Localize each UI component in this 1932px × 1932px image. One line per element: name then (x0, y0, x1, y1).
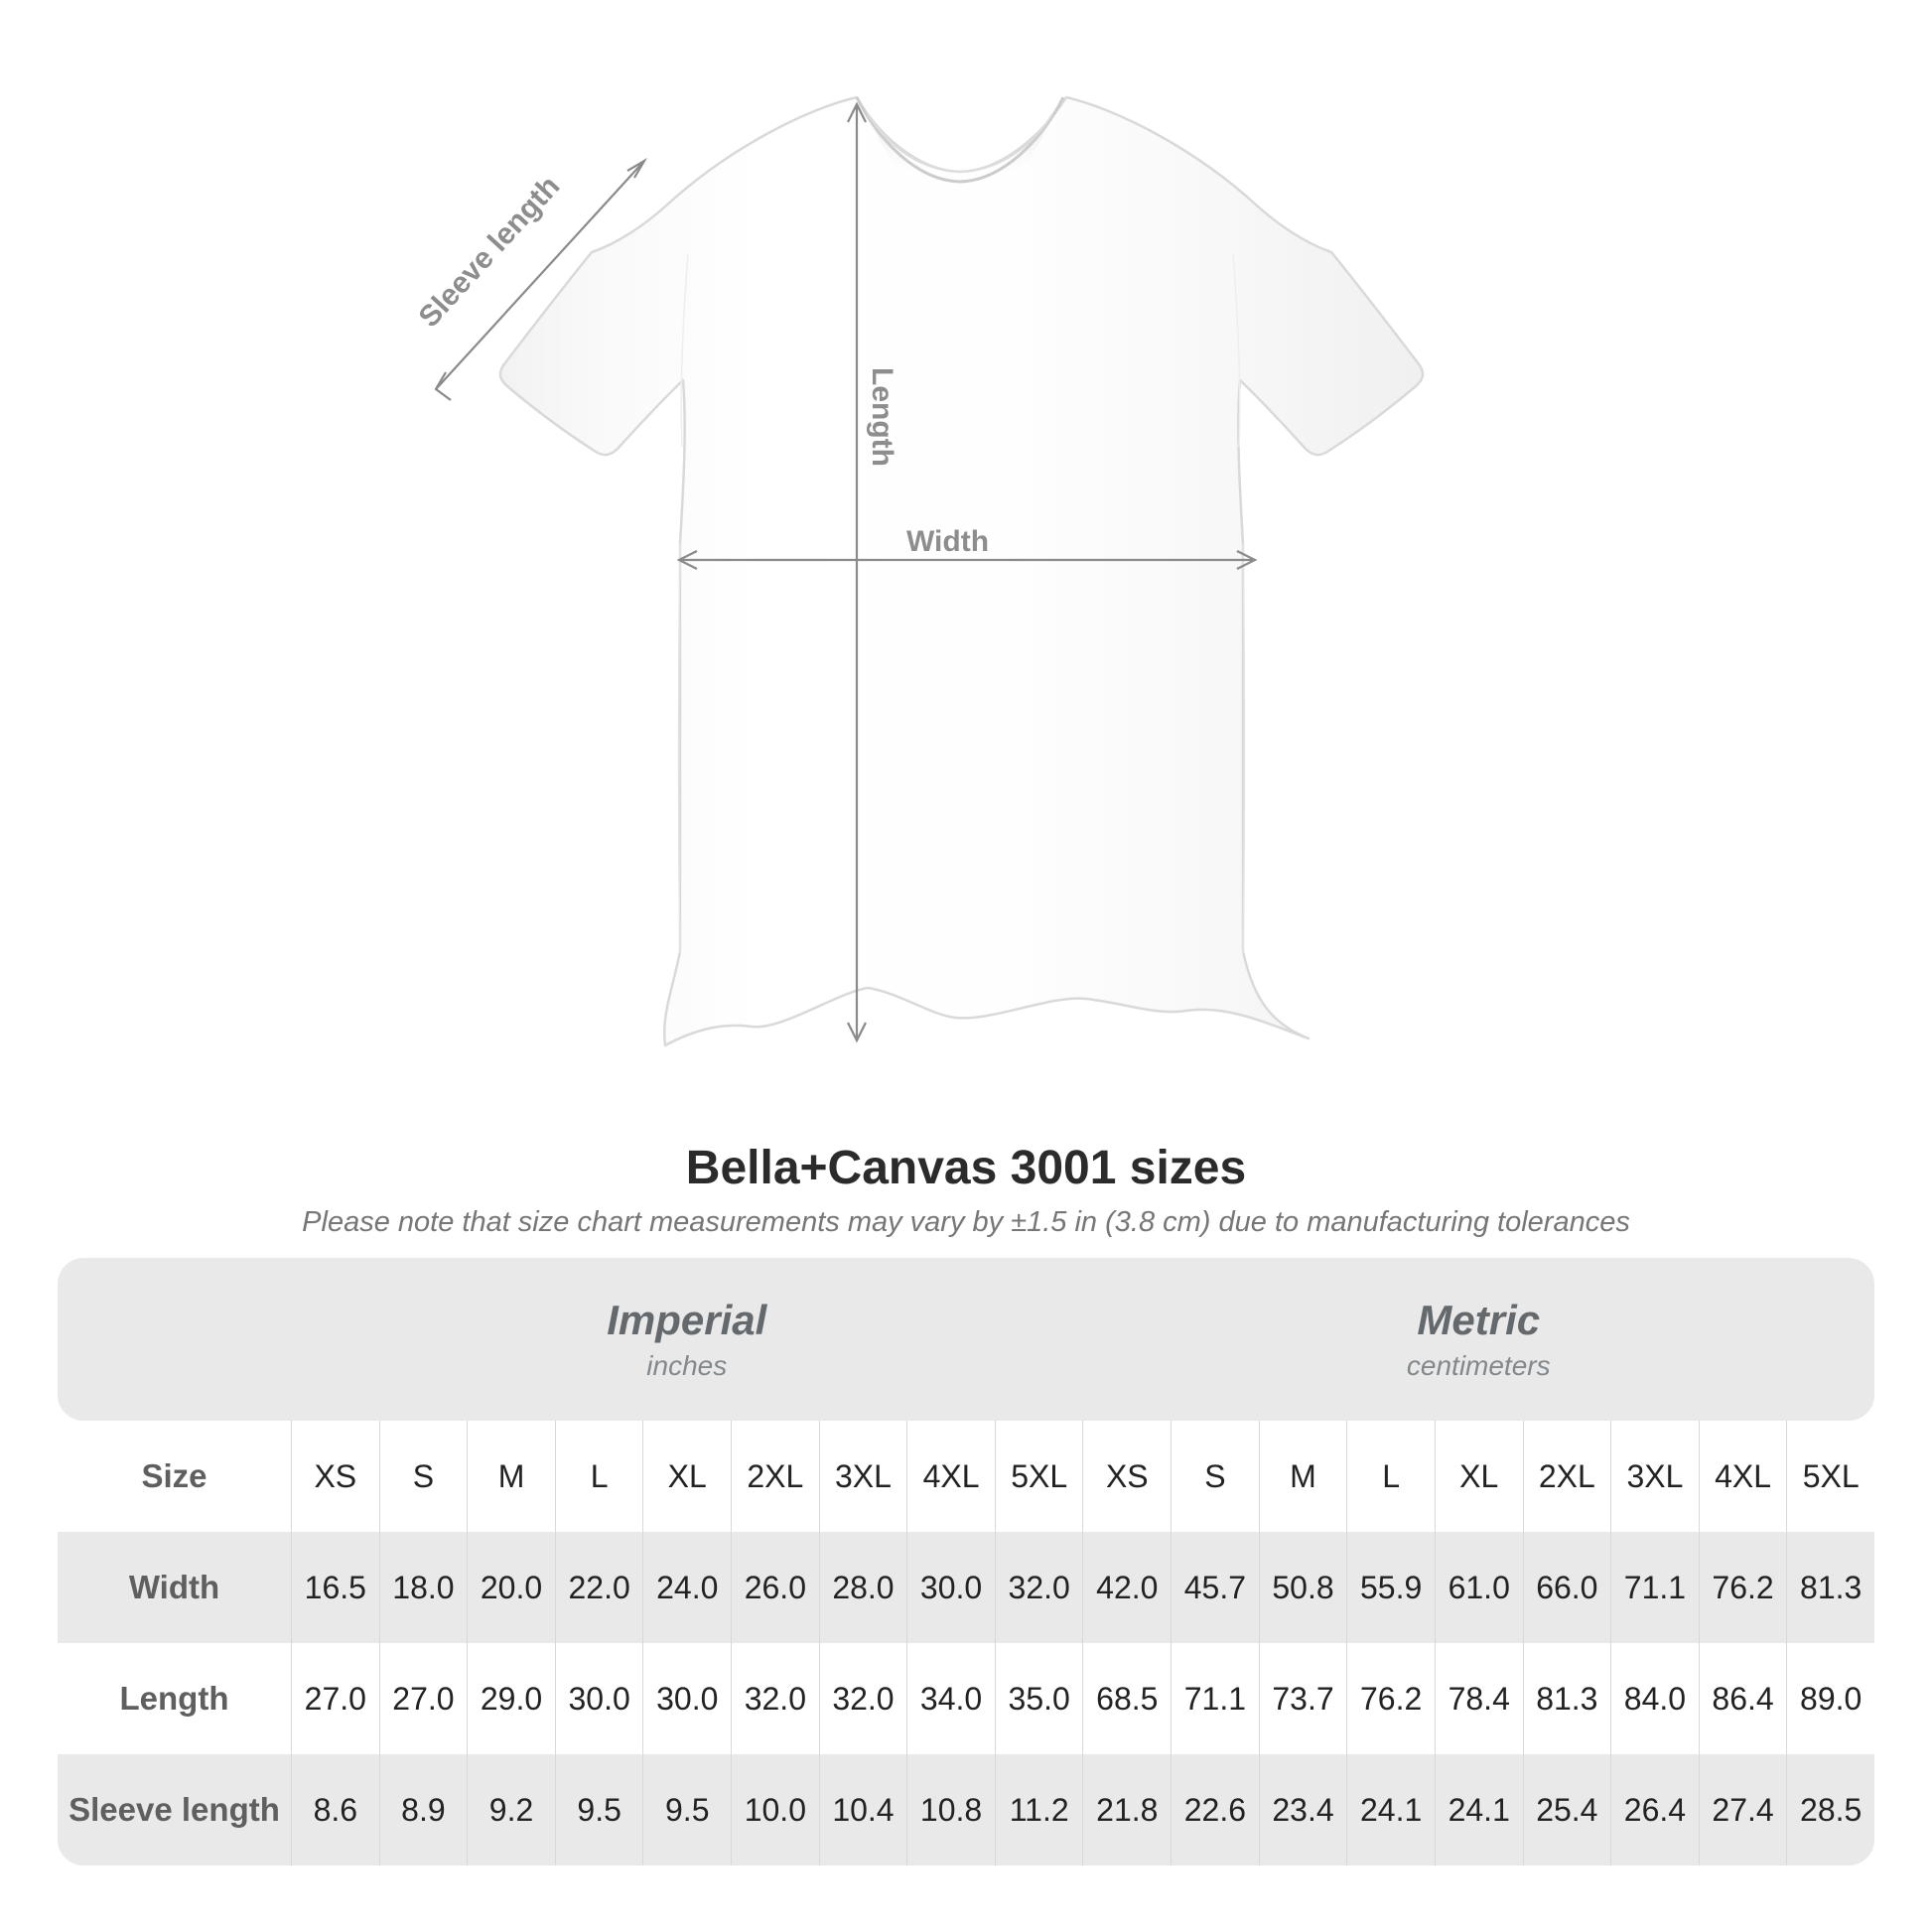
svg-text:Sleeve length: Sleeve length (413, 170, 567, 334)
svg-text:Length: Length (866, 367, 898, 467)
svg-text:Width: Width (906, 525, 989, 558)
svg-text:Bella+Canvas 3001 sizes: Bella+Canvas 3001 sizes (686, 1142, 1246, 1194)
svg-text:Please note that size chart me: Please note that size chart measurements… (302, 1206, 1630, 1238)
